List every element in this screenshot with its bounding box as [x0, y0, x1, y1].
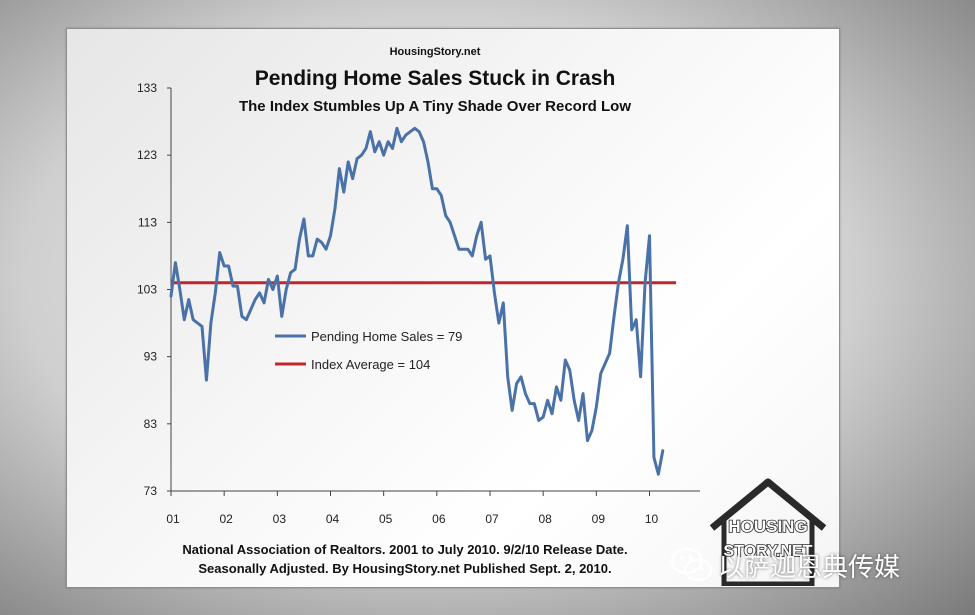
- x-tick-label: 07: [485, 512, 499, 526]
- x-tick-label: 03: [273, 512, 287, 526]
- logo-text-line-1: HOUSING: [728, 517, 807, 536]
- x-tick-label: 08: [538, 512, 552, 526]
- footnote-line-2: Seasonally Adjusted. By HousingStory.net…: [198, 561, 612, 576]
- x-tick-label: 10: [645, 512, 659, 526]
- x-tick-label: 09: [592, 512, 606, 526]
- logo-text-line-2: STORY.NET: [724, 543, 813, 560]
- y-tick-label: 103: [137, 283, 157, 297]
- watermark-text: 以萨迦恩典传媒: [718, 552, 901, 583]
- wechat-icon: [670, 547, 713, 582]
- y-tick-label: 123: [137, 148, 157, 162]
- legend-label-index-average: Index Average = 104: [311, 357, 430, 372]
- y-tick-label: 113: [138, 215, 157, 229]
- y-tick-label: 73: [144, 484, 158, 498]
- source-label: HousingStory.net: [389, 46, 481, 58]
- chart-panel: [66, 28, 840, 588]
- x-tick-label: 05: [379, 512, 393, 526]
- x-tick-label: 02: [219, 512, 233, 526]
- y-tick-label: 93: [144, 350, 158, 364]
- x-tick-label: 06: [432, 512, 446, 526]
- housingstory-logo: HOUSING STORY.NET: [709, 478, 827, 586]
- wechat-watermark: 以萨迦恩典传媒: [670, 545, 900, 585]
- series-line-pending-home-sales: [169, 126, 665, 476]
- x-tick-label: 04: [326, 512, 340, 526]
- footnote-line-1: National Association of Realtors. 2001 t…: [182, 542, 628, 557]
- x-tick-label: 01: [166, 512, 180, 526]
- legend-label-pending-home-sales: Pending Home Sales = 79: [311, 329, 462, 344]
- y-tick-label: 83: [144, 417, 158, 431]
- chart-title: Pending Home Sales Stuck in Crash: [254, 67, 616, 90]
- chart-subtitle: The Index Stumbles Up A Tiny Shade Over …: [238, 98, 632, 115]
- y-tick-label: 133: [137, 81, 157, 95]
